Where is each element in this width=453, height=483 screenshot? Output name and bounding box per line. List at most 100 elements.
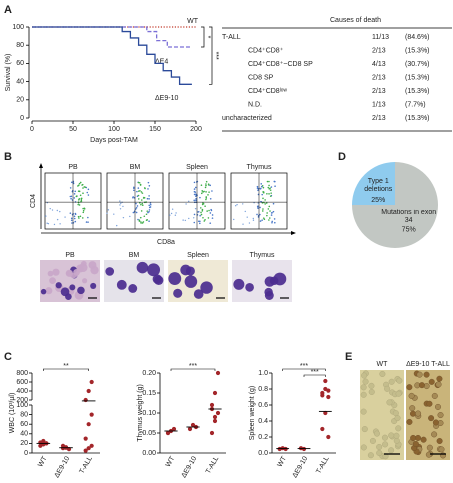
flow-dot: [74, 212, 77, 215]
cell: [180, 264, 192, 276]
flow-dot: [207, 194, 209, 196]
data-point: [60, 443, 66, 448]
y-tick-label: 0.6: [258, 402, 268, 409]
flow-dot: [266, 180, 269, 183]
y-tick-label: 20: [16, 97, 24, 104]
data-point: [212, 418, 218, 424]
table-cell: 11/13: [372, 34, 389, 41]
data-point: [320, 426, 325, 432]
flow-dot: [137, 190, 140, 192]
ihc-nucleus: [393, 437, 400, 444]
flow-dot: [171, 208, 174, 210]
ihc-nucleus: [426, 400, 433, 407]
flow-dot: [257, 207, 259, 209]
flow-dot: [146, 197, 149, 200]
flow-dot: [205, 184, 207, 187]
flow-dot: [268, 217, 271, 219]
flow-dot: [133, 186, 135, 189]
flow-dot: [46, 202, 49, 204]
micrograph-title: BM: [129, 252, 140, 259]
flow-dot: [70, 197, 72, 200]
flow-y-label: CD4: [30, 194, 37, 208]
x-tick-label: T-ALL: [205, 455, 220, 475]
flow-dot: [261, 193, 264, 196]
flow-dot: [140, 199, 143, 201]
flow-title: BM: [130, 164, 141, 171]
y-tick-label: 60: [16, 60, 24, 67]
x-tick-label: 200: [190, 126, 202, 133]
data-point: [323, 378, 328, 384]
flow-dot: [59, 210, 61, 213]
flow-dot: [256, 213, 258, 216]
flow-dot: [78, 204, 81, 206]
flow-dot: [73, 193, 76, 195]
flow-dot: [79, 215, 82, 218]
flow-title: Thymus: [247, 164, 272, 171]
flow-dot: [87, 216, 89, 219]
flow-dot: [200, 213, 203, 216]
data-point: [209, 430, 215, 436]
flow-dot: [74, 190, 77, 193]
flow-dot: [193, 188, 196, 190]
flow-dot: [78, 198, 81, 200]
ihc-nucleus: [361, 426, 368, 433]
flow-dot: [139, 202, 141, 204]
data-point: [323, 410, 328, 416]
flow-dot: [209, 184, 212, 187]
flow-dot: [199, 214, 201, 217]
flow-dot: [272, 202, 275, 205]
ihc-nucleus: [394, 415, 401, 422]
flow-dot: [195, 181, 198, 183]
flow-dot: [188, 217, 190, 220]
ihc-nucleus: [420, 436, 427, 443]
table-cell: (7.7%): [405, 101, 426, 108]
flow-dot: [203, 220, 206, 222]
flow-dot: [87, 221, 89, 223]
flow-dot: [263, 218, 266, 221]
cell: [233, 278, 245, 290]
flow-dot: [82, 211, 85, 214]
flow-dot: [261, 219, 263, 221]
flow-dot: [264, 203, 266, 205]
x-tick-label: WT: [276, 455, 288, 469]
flow-dot: [149, 206, 152, 208]
flow-dot: [205, 197, 208, 199]
table-cell: 4/13: [372, 61, 386, 68]
ihc-nucleus: [409, 410, 416, 417]
flow-dot: [264, 199, 266, 201]
ihc-nucleus: [437, 412, 444, 419]
flow-dot: [87, 194, 90, 196]
flow-dot: [267, 186, 270, 189]
flow-dot: [259, 220, 262, 222]
flow-dot: [195, 199, 197, 201]
flow-dot: [77, 185, 79, 187]
ihc-nucleus: [395, 390, 402, 397]
flow-dot: [269, 210, 271, 212]
table-cell: CD4⁺CD8ˡᵒʷ: [248, 88, 287, 95]
x-tick-label: T-ALL: [79, 455, 94, 475]
flow-dot: [75, 195, 78, 198]
flow-dot: [271, 221, 273, 224]
flow-dot: [246, 216, 248, 218]
flow-dot: [147, 181, 150, 184]
flow-dot: [262, 186, 265, 189]
cell: [184, 275, 198, 288]
flow-dot: [82, 187, 84, 189]
flow-dot: [260, 185, 263, 188]
flow-dot: [265, 202, 268, 204]
ihc-nucleus: [360, 384, 367, 391]
flow-dot: [139, 184, 142, 186]
y-tick-label: 40: [16, 78, 24, 85]
flow-dot: [59, 223, 61, 225]
flow-dot: [135, 202, 137, 205]
significance-label: *: [204, 36, 211, 39]
flow-dot: [193, 193, 196, 196]
flow-dot: [266, 214, 268, 217]
flow-dot: [256, 185, 259, 188]
flow-dot: [133, 189, 135, 192]
ihc-nucleus: [406, 418, 413, 425]
ihc-nucleus: [428, 378, 435, 385]
flow-dot: [211, 190, 213, 192]
flow-dot: [137, 198, 140, 200]
flow-dot: [201, 203, 204, 206]
